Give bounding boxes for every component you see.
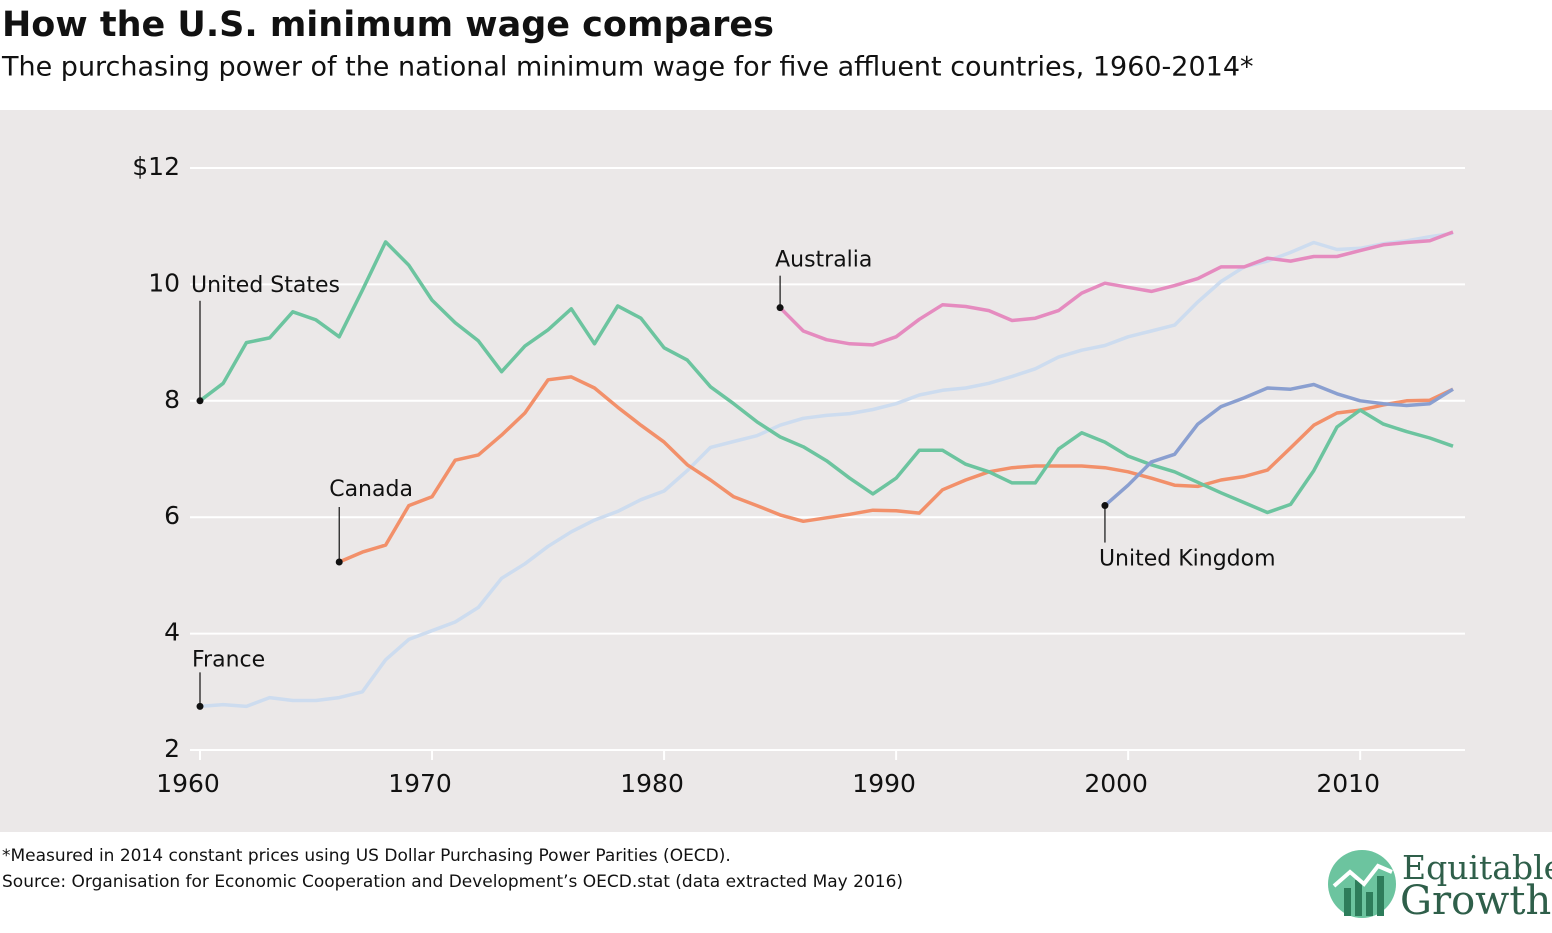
- series-label: France: [192, 647, 265, 672]
- lines: [198, 230, 1454, 709]
- x-tick-label: 1980: [620, 769, 684, 798]
- x-tick-label: 2010: [1316, 769, 1380, 798]
- series-start-dot: [196, 702, 204, 710]
- series-label: United States: [191, 273, 340, 298]
- y-tick-label: 10: [148, 268, 180, 297]
- series-start-dot: [196, 397, 204, 405]
- annotations: France Canada United States Australia United…: [191, 248, 1276, 710]
- logo-text: Equitable: [1402, 848, 1552, 887]
- series-label: United Kingdom: [1099, 547, 1276, 572]
- series-start-dot: [335, 558, 343, 566]
- y-tick-label: 4: [164, 618, 180, 647]
- x-tick-label: 1960: [156, 769, 220, 798]
- logo-text: Growth: [1400, 878, 1551, 924]
- y-tick-label: 2: [164, 734, 180, 763]
- logo-icon: [1328, 850, 1396, 918]
- y-tick-label: $12: [132, 152, 180, 181]
- footnote: *Measured in 2014 constant prices using …: [2, 846, 731, 866]
- series-line: [1103, 382, 1454, 507]
- series-label: Canada: [329, 477, 413, 502]
- source: Source: Organisation for Economic Cooper…: [2, 872, 903, 892]
- series-start-dot: [776, 304, 784, 312]
- series-label: Australia: [775, 248, 872, 273]
- x-tick-label: 1970: [388, 769, 452, 798]
- series-line: [338, 375, 1454, 564]
- chart-subtitle: The purchasing power of the national min…: [1, 52, 1254, 83]
- y-tick-label: 6: [164, 501, 180, 530]
- series-line: [778, 230, 1454, 347]
- chart-title: How the U.S. minimum wage compares: [2, 5, 774, 45]
- x-tick-label: 2000: [1084, 769, 1148, 798]
- plot-background: [0, 110, 1552, 832]
- series-start-dot: [1101, 502, 1109, 510]
- series-line: [198, 240, 1454, 515]
- x-tick-label: 1990: [852, 769, 916, 798]
- y-tick-label: 8: [164, 385, 180, 414]
